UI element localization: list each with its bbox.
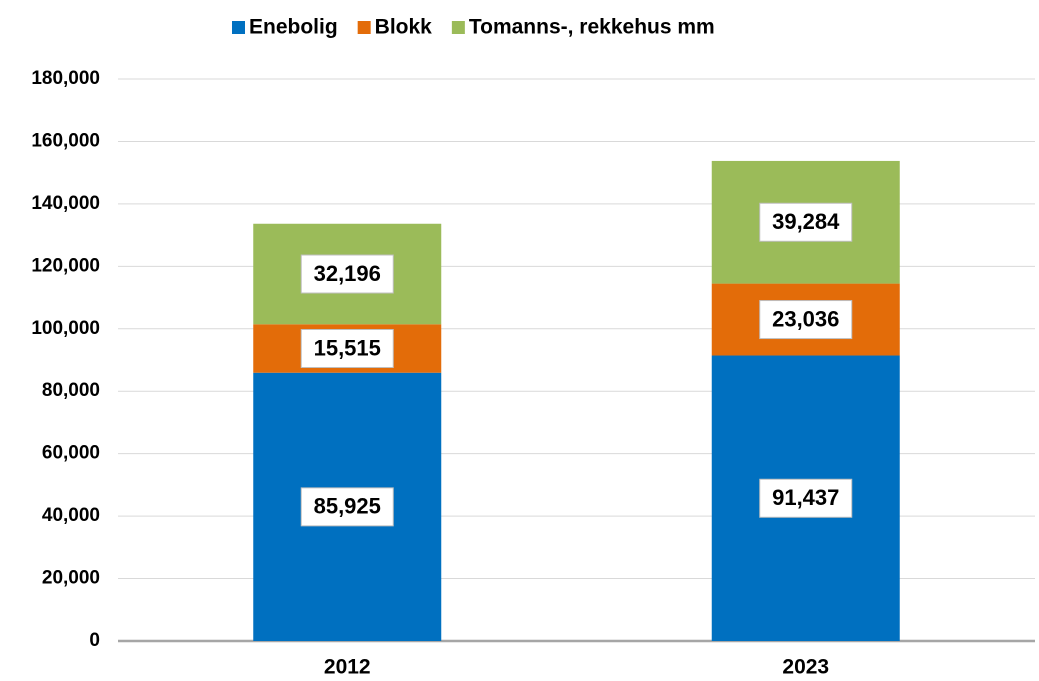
y-tick-label: 80,000 (42, 380, 100, 401)
legend-label: Enebolig (249, 16, 338, 39)
data-label: 39,284 (772, 209, 840, 234)
y-tick-label: 0 (89, 630, 100, 651)
y-tick-label: 140,000 (31, 193, 100, 214)
x-tick-label: 2023 (782, 656, 829, 679)
y-tick-label: 40,000 (42, 505, 100, 526)
legend-label: Tomanns-, rekkehus mm (469, 16, 715, 39)
y-tick-label: 100,000 (31, 318, 100, 339)
data-label-box (300, 254, 394, 294)
y-tick-label: 180,000 (31, 68, 100, 89)
data-label: 15,515 (314, 335, 381, 360)
data-label: 23,036 (772, 306, 839, 331)
data-label: 85,925 (314, 494, 381, 519)
data-label: 91,437 (772, 485, 839, 510)
legend-swatch (232, 21, 245, 34)
legend-swatch (451, 21, 465, 34)
data-label-box (759, 478, 853, 518)
y-tick-label: 120,000 (31, 255, 100, 276)
y-tick-label: 20,000 (42, 568, 100, 589)
x-tick-label: 2012 (324, 656, 371, 679)
data-label-box (300, 329, 394, 369)
legend-label: Blokk (375, 16, 433, 39)
legend-swatch (357, 21, 371, 34)
data-label-box (759, 300, 853, 340)
y-tick-label: 160,000 (31, 130, 100, 151)
data-label-box (759, 202, 853, 242)
y-tick-label: 60,000 (42, 443, 100, 464)
data-label-box (300, 487, 394, 527)
data-label: 32,196 (314, 261, 381, 286)
